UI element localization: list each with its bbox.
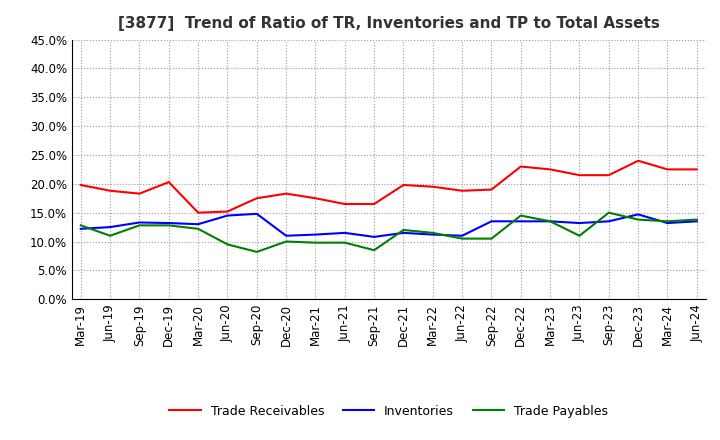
Inventories xyxy=(605,219,613,224)
Inventories xyxy=(693,219,701,224)
Trade Receivables xyxy=(605,172,613,178)
Trade Receivables xyxy=(546,167,554,172)
Trade Receivables xyxy=(311,196,320,201)
Inventories xyxy=(135,220,144,225)
Trade Payables xyxy=(693,217,701,222)
Trade Payables xyxy=(106,233,114,238)
Trade Payables xyxy=(282,239,290,244)
Trade Payables xyxy=(605,210,613,215)
Inventories xyxy=(311,232,320,237)
Title: [3877]  Trend of Ratio of TR, Inventories and TP to Total Assets: [3877] Trend of Ratio of TR, Inventories… xyxy=(118,16,660,32)
Trade Receivables xyxy=(194,210,202,215)
Trade Receivables xyxy=(634,158,642,163)
Inventories xyxy=(370,234,379,239)
Trade Receivables xyxy=(487,187,496,192)
Trade Payables xyxy=(164,223,173,228)
Trade Payables xyxy=(487,236,496,241)
Legend: Trade Receivables, Inventories, Trade Payables: Trade Receivables, Inventories, Trade Pa… xyxy=(164,400,613,423)
Inventories xyxy=(282,233,290,238)
Trade Payables xyxy=(135,223,144,228)
Inventories xyxy=(341,230,349,235)
Inventories xyxy=(253,211,261,216)
Line: Trade Receivables: Trade Receivables xyxy=(81,161,697,213)
Trade Receivables xyxy=(164,180,173,185)
Trade Payables xyxy=(634,217,642,222)
Inventories xyxy=(194,222,202,227)
Inventories xyxy=(223,213,232,218)
Inventories xyxy=(487,219,496,224)
Trade Payables xyxy=(575,233,584,238)
Trade Receivables xyxy=(135,191,144,196)
Trade Receivables xyxy=(516,164,525,169)
Trade Payables xyxy=(370,248,379,253)
Trade Receivables xyxy=(106,188,114,194)
Inventories xyxy=(458,233,467,238)
Trade Payables xyxy=(399,227,408,233)
Inventories xyxy=(76,226,85,231)
Trade Receivables xyxy=(370,202,379,207)
Trade Receivables xyxy=(458,188,467,194)
Trade Payables xyxy=(194,226,202,231)
Trade Receivables xyxy=(253,196,261,201)
Trade Receivables xyxy=(663,167,672,172)
Trade Payables xyxy=(311,240,320,246)
Inventories xyxy=(663,220,672,226)
Trade Receivables xyxy=(428,184,437,189)
Inventories xyxy=(164,220,173,226)
Trade Payables xyxy=(76,223,85,228)
Trade Receivables xyxy=(282,191,290,196)
Trade Payables xyxy=(223,242,232,247)
Trade Receivables xyxy=(575,172,584,178)
Trade Receivables xyxy=(399,182,408,187)
Inventories xyxy=(106,224,114,230)
Trade Payables xyxy=(428,230,437,235)
Trade Payables xyxy=(663,219,672,224)
Trade Receivables xyxy=(76,182,85,187)
Inventories xyxy=(546,219,554,224)
Inventories xyxy=(428,232,437,237)
Trade Payables xyxy=(253,249,261,254)
Trade Payables xyxy=(516,213,525,218)
Inventories xyxy=(575,220,584,226)
Line: Trade Payables: Trade Payables xyxy=(81,213,697,252)
Line: Inventories: Inventories xyxy=(81,214,697,237)
Inventories xyxy=(399,230,408,235)
Trade Receivables xyxy=(341,202,349,207)
Trade Payables xyxy=(546,219,554,224)
Trade Payables xyxy=(341,240,349,246)
Trade Payables xyxy=(458,236,467,241)
Inventories xyxy=(516,219,525,224)
Trade Receivables xyxy=(223,209,232,214)
Trade Receivables xyxy=(693,167,701,172)
Inventories xyxy=(634,212,642,217)
